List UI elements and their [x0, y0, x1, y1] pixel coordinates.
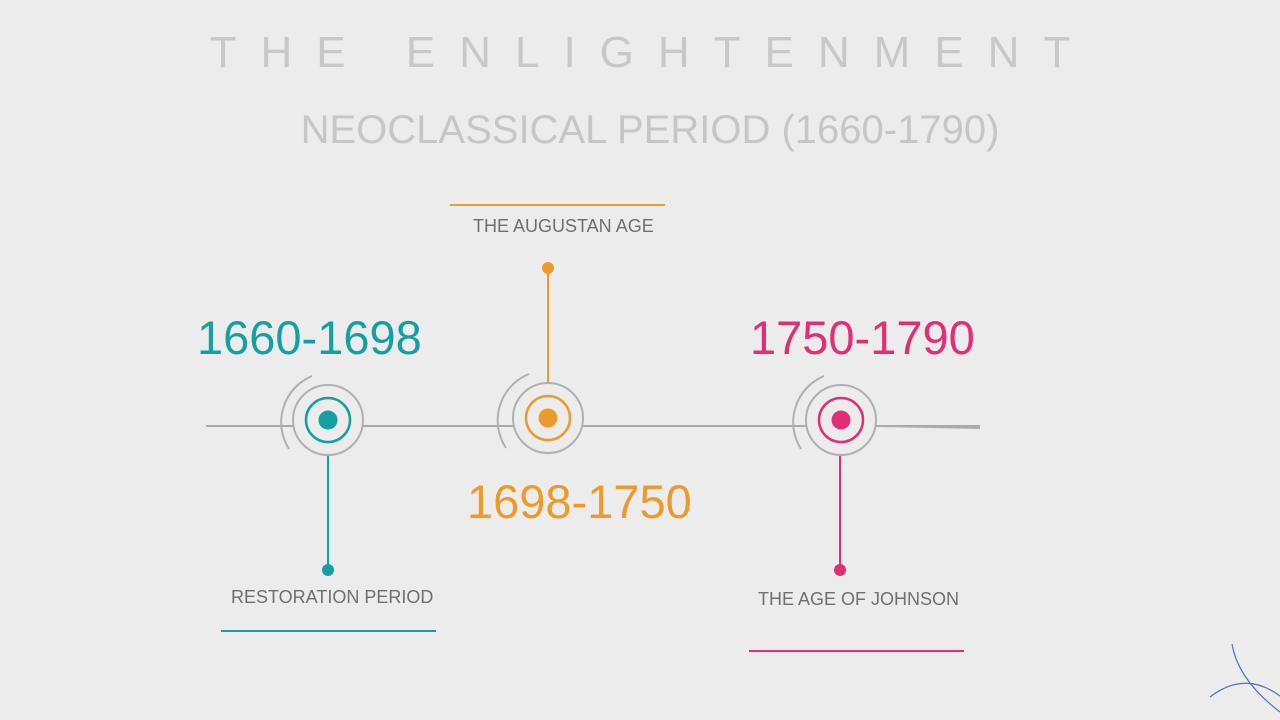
slide-subtitle: NEOCLASSICAL PERIOD (1660-1790) — [300, 108, 1000, 152]
slide-title: THE ENLIGHTENMENT — [209, 28, 1095, 77]
timeline-axis-tail — [879, 425, 981, 429]
period-name-johnson: THE AGE OF JOHNSON — [758, 589, 960, 609]
period-years-restoration: 1660-1698 — [197, 311, 422, 364]
period-years-johnson: 1750-1790 — [750, 311, 975, 364]
timeline-node-restoration — [221, 375, 436, 632]
period-name-augustan: THE AUGUSTAN AGE — [473, 216, 654, 236]
period-name-restoration: RESTORATION PERIOD — [231, 587, 434, 607]
timeline-node-augustan — [450, 204, 665, 454]
corner-decoration — [1209, 643, 1280, 713]
period-years-augustan: 1698-1750 — [467, 475, 692, 528]
timeline-node-johnson — [749, 375, 964, 652]
